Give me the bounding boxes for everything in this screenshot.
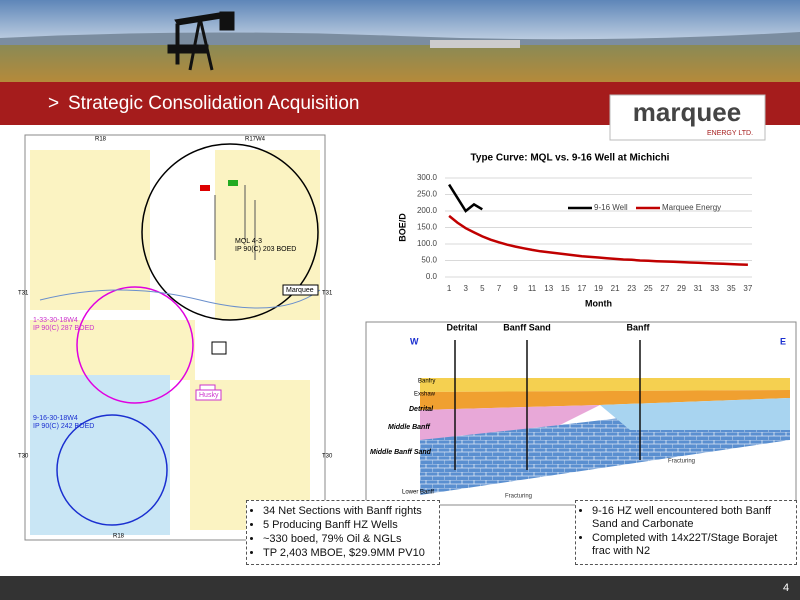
- x-tick-label: 23: [627, 284, 636, 293]
- diagram-side: W: [410, 336, 419, 346]
- buildings: [430, 40, 520, 48]
- x-axis-label: Month: [585, 298, 612, 308]
- x-tick-label: 13: [544, 284, 553, 293]
- well-label: 9-16-30-18W4: [33, 415, 78, 422]
- y-tick-label: 0.0: [426, 272, 438, 281]
- series-line: [448, 214, 748, 267]
- layer-label: Detrital: [409, 406, 434, 413]
- x-tick-label: 9: [513, 284, 518, 293]
- map-label: T30: [322, 454, 333, 460]
- well-label: IP 90(C) 287 BOED: [33, 325, 94, 332]
- title-marker: >: [48, 93, 59, 114]
- well-label: MQL 4-3: [235, 238, 262, 245]
- map-label: T31: [322, 291, 333, 297]
- layer-label: Lower Banff: [402, 490, 434, 496]
- x-tick-label: 3: [464, 284, 469, 293]
- map-label: R18: [95, 137, 107, 143]
- bullets-left: 34 Net Sections with Banff rights5 Produ…: [246, 500, 440, 565]
- diagram-label: Banff: [627, 322, 651, 332]
- layer-label: Exshaw: [414, 392, 436, 398]
- map-label: R17W4: [245, 137, 266, 143]
- note-label: Fracturing: [668, 459, 695, 465]
- x-tick-label: 35: [727, 284, 736, 293]
- logo-box: [609, 94, 766, 141]
- map-label: Marquee: [286, 287, 314, 294]
- x-tick-label: 7: [497, 284, 502, 293]
- series-line: [448, 183, 483, 213]
- y-tick-label: 150.0: [417, 223, 438, 232]
- bullet: TP 2,403 MBOE, $29.9MM PV10: [263, 547, 433, 560]
- y-tick-label: 100.0: [417, 239, 438, 248]
- map-label: T30: [18, 454, 29, 460]
- cross-section: [365, 321, 797, 506]
- chart-title: Type Curve: MQL vs. 9-16 Well at Michich…: [471, 153, 670, 164]
- slide-title: Strategic Consolidation Acquisition: [68, 93, 360, 114]
- legend-label: 9-16 Well: [594, 203, 628, 212]
- field: [0, 45, 800, 82]
- y-axis-label: BOE/D: [397, 213, 407, 242]
- map-label: Husky: [199, 392, 219, 399]
- layer-label: Banfry: [418, 379, 435, 385]
- footer-bar: [0, 576, 800, 600]
- diagram-label: Detrital: [446, 322, 477, 332]
- diagram-label: Banff Sand: [503, 322, 551, 332]
- x-tick-label: 5: [480, 284, 485, 293]
- page-number: 4: [783, 582, 789, 594]
- layer-label: Middle Banff Sand: [370, 449, 432, 456]
- y-tick-label: 300.0: [417, 173, 438, 182]
- bullet: 34 Net Sections with Banff rights: [263, 505, 433, 518]
- well-label: IP 90(C) 203 BOED: [235, 246, 296, 253]
- well-label: IP 90(C) 242 BOED: [33, 423, 94, 430]
- bullet: Completed with 14x22T/Stage Borajet frac…: [592, 532, 790, 558]
- label-box: [282, 284, 319, 296]
- x-tick-label: 15: [561, 284, 570, 293]
- bullet: 9-16 HZ well encountered both Banff Sand…: [592, 505, 790, 531]
- type-curve-chart: Type Curve: MQL vs. 9-16 Well at Michich…: [397, 153, 752, 309]
- x-tick-label: 11: [528, 284, 537, 293]
- y-tick-label: 50.0: [421, 256, 437, 265]
- land-map: [24, 134, 326, 541]
- x-tick-label: 29: [677, 284, 686, 293]
- x-tick-label: 33: [710, 284, 719, 293]
- label-box: [195, 389, 222, 401]
- y-tick-label: 250.0: [417, 190, 438, 199]
- layer-label: Middle Banff: [388, 424, 431, 431]
- note-label: Fracturing: [505, 494, 532, 500]
- y-tick-label: 200.0: [417, 206, 438, 215]
- legend-label: Marquee Energy: [662, 203, 721, 212]
- well-label: 1-33-30-18W4: [33, 317, 78, 324]
- pumpjack: [167, 11, 235, 71]
- bullets-right: 9-16 HZ well encountered both Banff Sand…: [575, 500, 797, 565]
- bullet: ~330 boed, 79% Oil & NGLs: [263, 533, 433, 546]
- diagram-side: E: [780, 336, 786, 346]
- x-tick-label: 1: [447, 284, 452, 293]
- map-label: T31: [18, 291, 29, 297]
- x-tick-label: 17: [577, 284, 586, 293]
- bullet: 5 Producing Banff HZ Wells: [263, 519, 433, 532]
- x-tick-label: 31: [694, 284, 703, 293]
- map-label: R18: [113, 534, 125, 540]
- x-tick-label: 21: [611, 284, 620, 293]
- x-tick-label: 25: [644, 284, 653, 293]
- logo-name: marquee: [633, 97, 741, 127]
- x-tick-label: 37: [743, 284, 752, 293]
- x-tick-label: 19: [594, 284, 603, 293]
- logo-sub: ENERGY LTD.: [707, 130, 753, 137]
- x-tick-label: 27: [660, 284, 669, 293]
